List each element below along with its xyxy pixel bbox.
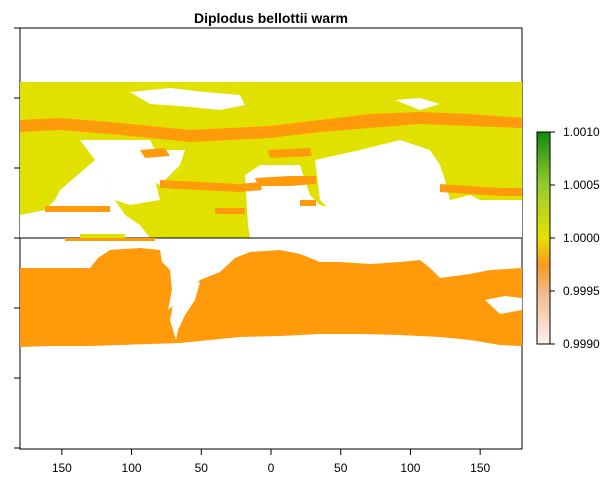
water-area bbox=[130, 88, 245, 110]
y-axis bbox=[14, 27, 20, 449]
equatorial-strip bbox=[80, 234, 125, 238]
legend-tick-label: 1.0000 bbox=[563, 231, 600, 245]
water-area bbox=[485, 296, 522, 314]
x-tick-label: 150 bbox=[51, 461, 72, 475]
north-land-area bbox=[470, 140, 522, 190]
legend-colorbar bbox=[536, 131, 551, 345]
x-tick-label: 50 bbox=[334, 461, 348, 475]
x-tick-label: 0 bbox=[267, 461, 275, 475]
x-tick-label: 50 bbox=[194, 461, 208, 475]
x-tick-label: 150 bbox=[470, 461, 491, 475]
water-area bbox=[395, 98, 440, 110]
map-title: Diplodus bellottii warm bbox=[193, 10, 348, 26]
coastal-band bbox=[140, 148, 170, 158]
coastal-band bbox=[255, 176, 316, 186]
water-area bbox=[20, 160, 150, 238]
coastal-band bbox=[45, 206, 110, 212]
south-land-area bbox=[20, 248, 522, 347]
water-area bbox=[315, 140, 522, 238]
water-area bbox=[140, 150, 185, 185]
legend-tick-label: 1.0010 bbox=[563, 125, 600, 139]
equatorial-strip bbox=[65, 238, 155, 241]
water-area bbox=[170, 282, 200, 340]
coastal-band bbox=[215, 208, 245, 214]
x-tick-label: 100 bbox=[400, 461, 421, 475]
coastal-band bbox=[440, 184, 522, 196]
coastal-band bbox=[268, 148, 312, 158]
south-region bbox=[20, 248, 522, 347]
legend-tick-label: 0.9990 bbox=[563, 337, 600, 351]
x-axis bbox=[61, 449, 481, 455]
legend-tick-label: 1.0005 bbox=[563, 178, 600, 192]
x-tick-label: 100 bbox=[121, 461, 142, 475]
legend-tick-label: 0.9995 bbox=[563, 284, 600, 298]
legend-ticks bbox=[550, 131, 555, 345]
coastal-band bbox=[160, 180, 262, 192]
coastal-band bbox=[300, 200, 316, 206]
water-area bbox=[80, 140, 160, 205]
coastal-band bbox=[20, 112, 522, 142]
north-region bbox=[20, 82, 522, 238]
